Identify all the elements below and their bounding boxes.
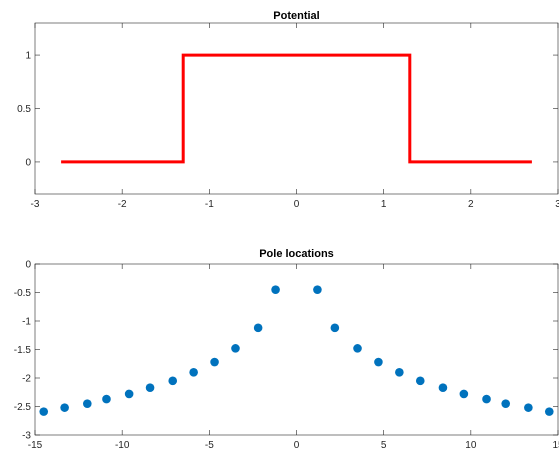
pole-point xyxy=(524,403,533,412)
potential-axes-box xyxy=(34,22,559,195)
pole-point xyxy=(330,323,340,333)
potential-x-tick-label: -1 xyxy=(205,199,214,210)
pole-y-tick-label: 0 xyxy=(25,260,31,271)
pole-point xyxy=(253,323,263,333)
pole-point xyxy=(271,285,280,294)
pole-point xyxy=(39,407,49,416)
potential-x-tick-label: 1 xyxy=(381,199,387,210)
pole-point xyxy=(102,394,111,404)
pole-point xyxy=(124,389,134,399)
pole-point xyxy=(168,376,178,386)
pole-x-tick-label: 10 xyxy=(465,440,477,451)
pole-point xyxy=(501,399,511,408)
pole-point xyxy=(438,383,448,392)
pole-point xyxy=(145,383,155,392)
pole-point xyxy=(395,368,404,377)
pole-point xyxy=(60,403,69,412)
pole-point xyxy=(459,389,469,399)
potential-x-tick-label: 3 xyxy=(555,199,559,210)
pole-point xyxy=(353,344,362,353)
pole-x-tick-label: 5 xyxy=(381,440,387,451)
potential-title: Potential xyxy=(273,10,319,22)
pole-y-tick-label: -0.5 xyxy=(14,288,32,299)
pole-x-tick-label: -10 xyxy=(115,440,130,451)
pole-y-tick-label: -1 xyxy=(22,317,31,328)
potential-x-tick-label: 0 xyxy=(294,199,300,210)
pole-x-tick-label: -15 xyxy=(28,440,43,451)
pole-locations-title: Pole locations xyxy=(259,248,334,260)
pole-locations-plot: Pole locations -15-10-5051015-3-2.5-2-1.… xyxy=(14,248,559,451)
pole-point xyxy=(189,368,198,377)
potential-plot: Potential -3 -2 -1 0 1 2 3 0 0.5 1 xyxy=(17,10,559,210)
pole-locations-axes-box xyxy=(34,263,559,436)
pole-y-tick-label: -1.5 xyxy=(14,345,32,356)
potential-y-tick-label: 0.5 xyxy=(17,104,31,115)
pole-point xyxy=(83,399,92,408)
potential-line xyxy=(61,53,532,164)
potential-marks xyxy=(61,53,532,164)
potential-ticks: -3 -2 -1 0 1 2 3 0 0.5 1 xyxy=(17,23,559,210)
pole-point xyxy=(482,394,491,404)
potential-y-tick-label: 0 xyxy=(25,157,31,168)
potential-x-tick-label: -2 xyxy=(118,199,127,210)
pole-x-tick-label: 15 xyxy=(552,440,559,451)
pole-locations-ticks: -15 -10 -5 0 5 10 15 -3 -2.5 -2 -1.5 -1 -0.5 0 xyxy=(14,260,559,452)
pole-locations-marks xyxy=(39,285,554,416)
pole-y-tick-label: -3 xyxy=(22,431,31,442)
pole-point xyxy=(231,344,240,353)
pole-point xyxy=(544,407,554,416)
pole-point xyxy=(374,357,383,367)
pole-y-tick-label: -2 xyxy=(22,374,31,385)
potential-x-tick-label: 2 xyxy=(468,199,474,210)
potential-y-tick-label: 1 xyxy=(25,51,31,62)
pole-point xyxy=(415,376,425,386)
potential-x-tick-label: -3 xyxy=(31,199,40,210)
pole-x-tick-label: 0 xyxy=(294,440,300,451)
pole-y-tick-label: -2.5 xyxy=(14,402,32,413)
pole-point xyxy=(210,357,219,367)
pole-point xyxy=(313,285,322,294)
pole-x-tick-label: -5 xyxy=(205,440,214,451)
